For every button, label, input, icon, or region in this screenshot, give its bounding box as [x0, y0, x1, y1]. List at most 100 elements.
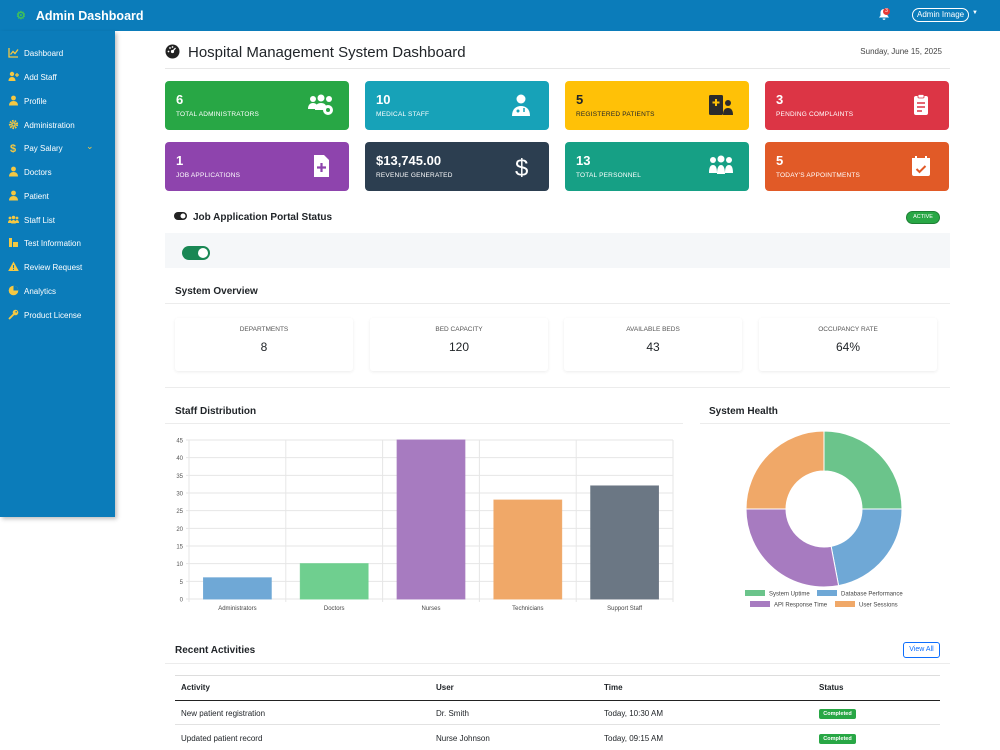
- sidebar-item-review-request[interactable]: Review Request: [0, 258, 115, 276]
- card-value: 10: [376, 92, 391, 107]
- pie-icon: [8, 285, 19, 296]
- hospital-user-icon: [709, 95, 733, 115]
- sidebar-item-product-license[interactable]: Product License: [0, 306, 115, 324]
- card-registered-patients[interactable]: 5 Registered Patients: [565, 81, 749, 130]
- sidebar-item-label: Analytics: [24, 287, 57, 296]
- system-health-title: System Health: [709, 406, 778, 417]
- user-plus-icon: [8, 71, 19, 81]
- top-navbar: ⚙ Admin Dashboard: [0, 0, 1000, 31]
- page-title: Hospital Management System Dashboard: [188, 44, 466, 61]
- donut-chart-svg: System Uptime Database Performance API Res…: [745, 430, 903, 609]
- toggle-knob: [198, 248, 208, 258]
- divider: [165, 663, 950, 664]
- donut-slice: [745, 508, 840, 588]
- x-tick-label: Technicians: [512, 606, 543, 612]
- status-badge: ACTIVE: [906, 211, 940, 224]
- card-value: 1: [176, 153, 184, 168]
- y-tick-label: 25: [176, 509, 183, 515]
- notification-badge: 3: [883, 8, 890, 15]
- sidebar-item-administration[interactable]: Administration: [0, 116, 115, 134]
- calendar-check-icon: [912, 156, 930, 176]
- doctor-icon: [9, 166, 18, 177]
- toggle-on-icon: [174, 212, 187, 220]
- caret-down-icon[interactable]: ▼: [972, 10, 978, 16]
- legend-label: Database Performance: [841, 592, 903, 598]
- table-top-border: [175, 675, 940, 676]
- brand[interactable]: ⚙ Admin Dashboard: [16, 9, 144, 23]
- card-label: Medical Staff: [376, 111, 430, 118]
- legend-label: System Uptime: [769, 592, 810, 598]
- sidebar-item-patient[interactable]: Patient: [0, 187, 115, 205]
- sidebar: Dashboard Add Staff Profile Administrati…: [0, 31, 115, 517]
- x-tick-label: Support Staff: [607, 606, 642, 612]
- portal-status-toggle[interactable]: [182, 246, 210, 260]
- card-medical-staff[interactable]: 10 Medical Staff: [365, 81, 549, 130]
- card-value: 5: [776, 153, 784, 168]
- dollar-icon: $: [515, 155, 528, 177]
- sidebar-item-label: Patient: [24, 192, 49, 201]
- sidebar-item-pay-salary[interactable]: $ Pay Salary ⌄: [0, 139, 115, 157]
- user-doctor-icon: [512, 94, 530, 116]
- y-tick-label: 30: [176, 492, 183, 498]
- card-value: $13,745.00: [376, 153, 442, 168]
- sidebar-item-analytics[interactable]: Analytics: [0, 282, 115, 300]
- chevron-down-icon[interactable]: ⌄: [86, 141, 94, 151]
- sidebar-item-label: Profile: [24, 97, 47, 106]
- staff-distribution-chart: 0 5 10 15 20 25 30 35 40 45 Administrators Doctors N…: [165, 424, 683, 625]
- card-value: 3: [776, 92, 784, 107]
- card-label: Total Personnel: [576, 172, 642, 179]
- stat-label: Occupancy Rate: [818, 326, 878, 333]
- sidebar-item-add-staff[interactable]: Add Staff: [0, 68, 115, 86]
- user-icon: [9, 95, 18, 106]
- file-medical-icon: [314, 155, 329, 177]
- sidebar-item-label: Dashboard: [24, 49, 64, 58]
- sidebar-item-profile[interactable]: Profile: [0, 92, 115, 110]
- sidebar-item-label: Product License: [24, 311, 82, 320]
- card-revenue-generated[interactable]: $13,745.00 Revenue Generated $: [365, 142, 549, 191]
- user-avatar-button[interactable]: Admin Image: [912, 8, 970, 22]
- stat-value: 8: [260, 340, 268, 354]
- portal-toggle-row: [165, 233, 950, 268]
- stat-departments: Departments 8: [175, 318, 353, 371]
- card-total-administrators[interactable]: 6 Total Administrators: [165, 81, 349, 130]
- card-label: Pending Complaints: [776, 111, 854, 118]
- sidebar-item-label: Add Staff: [24, 73, 57, 82]
- sidebar-item-dashboard[interactable]: Dashboard: [0, 44, 115, 62]
- table-header-activity: Activity: [181, 683, 210, 692]
- card-pending-complaints[interactable]: 3 Pending Complaints: [765, 81, 949, 130]
- legend-swatch: [817, 590, 837, 596]
- card-todays-appointments[interactable]: 5 Today's Appointments: [765, 142, 949, 191]
- stat-value: 120: [448, 340, 470, 354]
- divider: [165, 303, 950, 304]
- table-header-border: [175, 700, 940, 701]
- card-label: Registered Patients: [576, 111, 655, 118]
- card-job-applications[interactable]: 1 Job Applications: [165, 142, 349, 191]
- bar: [396, 439, 466, 600]
- sidebar-item-doctors[interactable]: Doctors: [0, 163, 115, 181]
- chart-line-icon: [8, 48, 19, 58]
- brand-title: Admin Dashboard: [35, 8, 144, 23]
- sidebar-item-label: Pay Salary: [24, 144, 63, 153]
- sidebar-item-staff-list[interactable]: Staff List: [0, 211, 115, 229]
- view-all-button[interactable]: View All: [903, 642, 940, 658]
- gear-icon: [8, 119, 19, 130]
- bar: [299, 563, 369, 600]
- users-cog-icon: [308, 94, 333, 115]
- x-tick-label: Doctors: [324, 606, 345, 612]
- legend-swatch: [745, 590, 765, 596]
- bar-chart-svg: 0 5 10 15 20 25 30 35 40 45 Administrators Doctors N…: [176, 439, 674, 612]
- card-total-personnel[interactable]: 13 Total Personnel: [565, 142, 749, 191]
- patient-icon: [9, 190, 18, 201]
- card-label: Total Administrators: [176, 111, 260, 118]
- bar: [493, 499, 563, 600]
- legend-label: API Response Time: [774, 603, 828, 609]
- card-value: 13: [576, 153, 591, 168]
- svg-text:$: $: [10, 143, 16, 153]
- sidebar-item-test-information[interactable]: Test Information: [0, 234, 115, 252]
- bar: [203, 577, 272, 600]
- time-cell: Today, 09:15 AM: [604, 734, 663, 743]
- y-tick-label: 40: [176, 456, 183, 462]
- stat-value: 64%: [835, 340, 861, 354]
- divider: [165, 423, 683, 424]
- staff-distribution-title: Staff Distribution: [175, 406, 257, 417]
